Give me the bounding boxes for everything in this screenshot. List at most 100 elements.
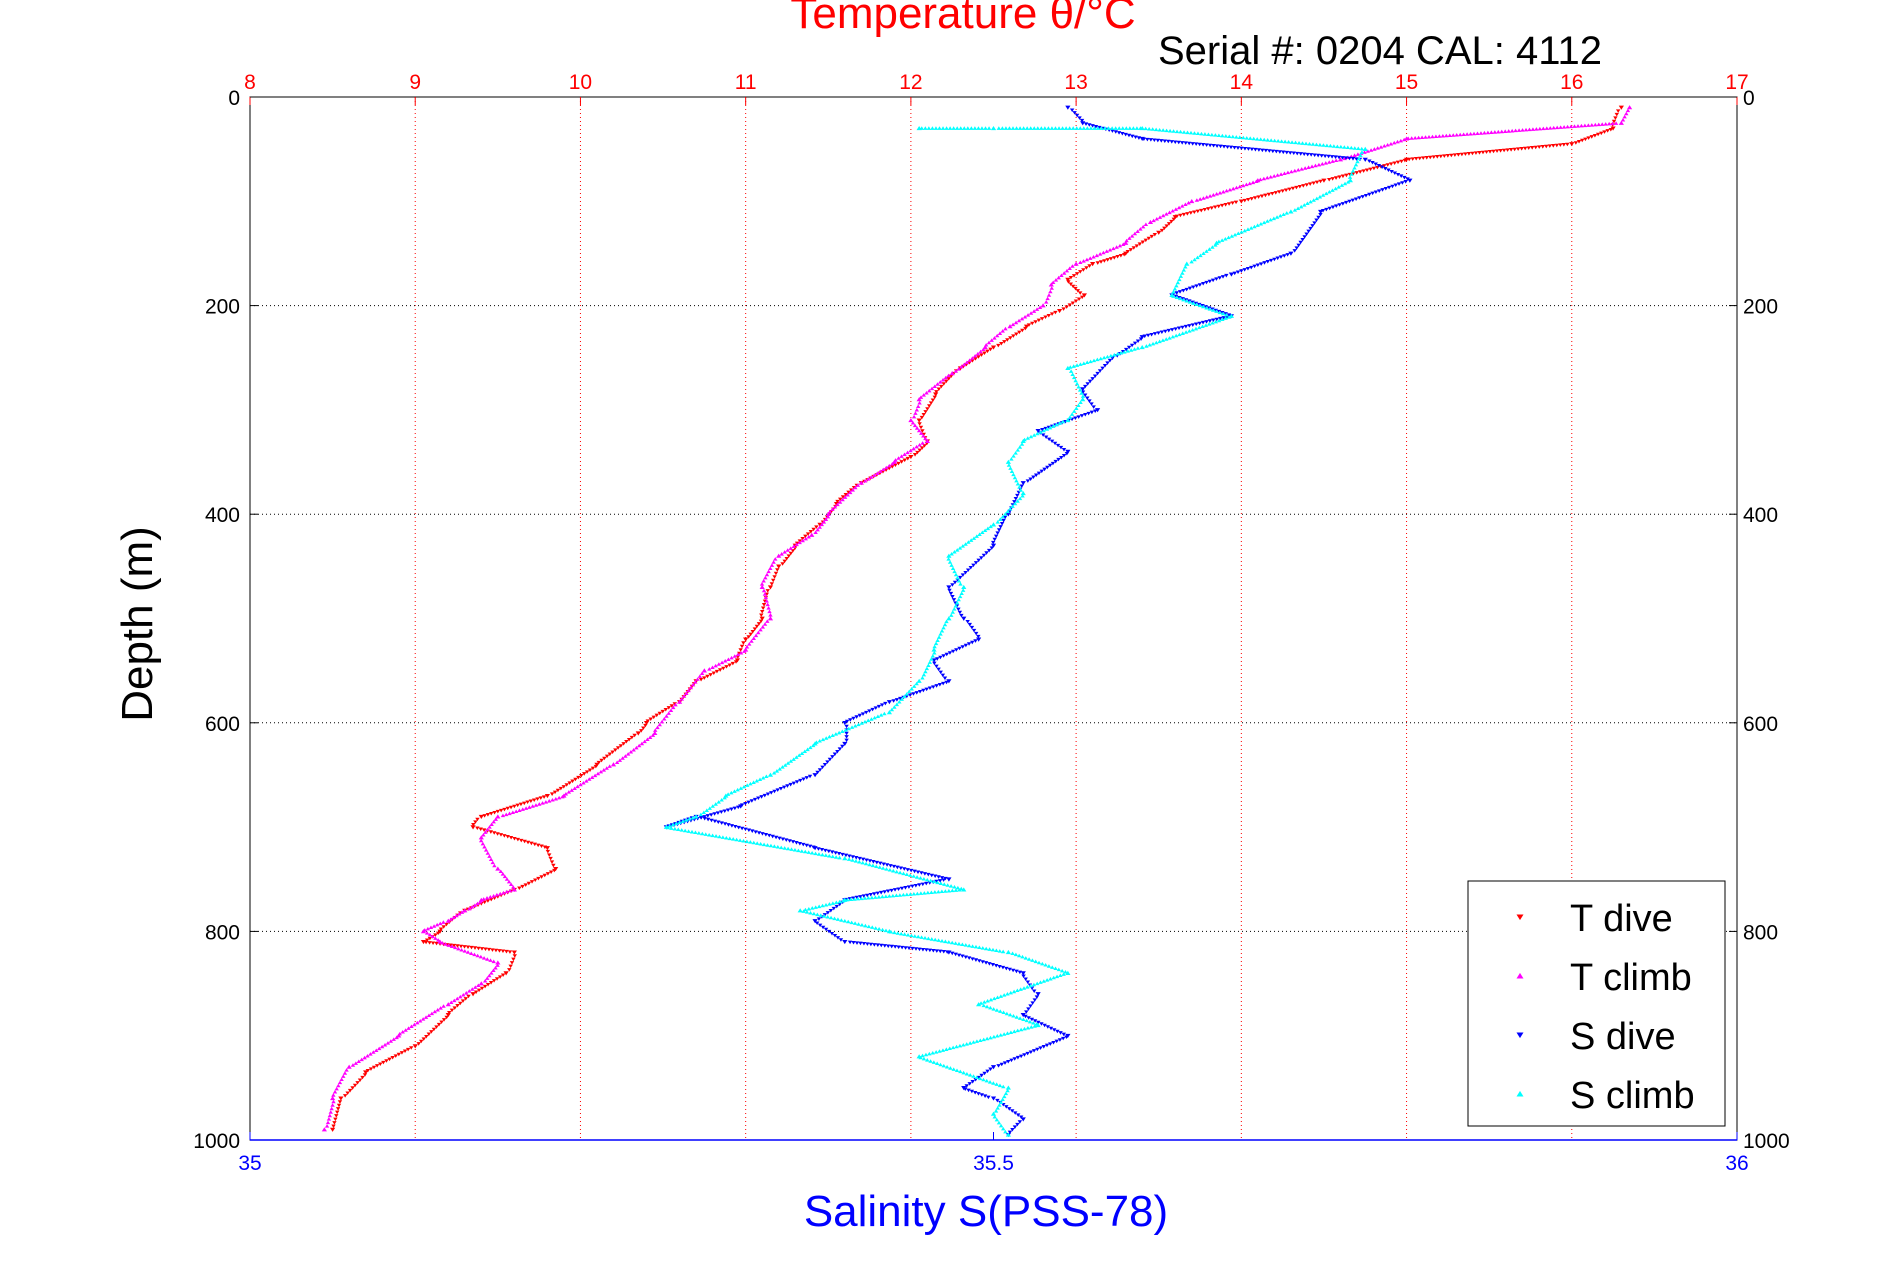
data-point-interp — [584, 779, 589, 783]
data-point-interp — [864, 710, 869, 715]
data-point-interp — [814, 525, 819, 529]
data-point-interp — [1092, 126, 1097, 130]
data-point-interp — [956, 607, 961, 612]
data-point-interp — [423, 940, 429, 945]
data-point-interp — [487, 973, 492, 978]
data-point-interp — [543, 800, 549, 804]
data-point-interp — [1167, 128, 1173, 133]
data-point-interp — [587, 768, 593, 773]
data-point-interp — [517, 886, 522, 891]
data-point-interp — [1060, 126, 1065, 130]
data-point-interp — [977, 1076, 983, 1081]
data-point-interp — [956, 597, 961, 602]
data-point-interp — [683, 818, 689, 822]
data-point-interp — [623, 754, 628, 758]
data-point-interp — [761, 588, 767, 593]
data-point-interp — [856, 922, 861, 926]
data-point-interp — [1296, 140, 1302, 145]
data-point-interp — [762, 592, 768, 596]
data-point-interp — [807, 774, 813, 779]
data-point-interp — [1505, 148, 1510, 152]
data-point-interp — [985, 1069, 990, 1074]
data-point-interp — [1217, 310, 1222, 315]
data-point — [544, 846, 550, 851]
data-point-interp — [479, 986, 485, 991]
data-point-interp — [1063, 126, 1069, 130]
data-point-interp — [1106, 126, 1111, 130]
data-point — [1618, 105, 1624, 110]
data-point-interp — [918, 395, 924, 399]
data-point-interp — [1241, 135, 1246, 140]
data-point-interp — [1223, 134, 1229, 138]
data-point-interp — [555, 788, 561, 793]
data-point-interp — [1356, 146, 1361, 151]
data-point-interp — [806, 534, 811, 539]
data-point-interp — [725, 808, 731, 813]
data-point-interp — [847, 854, 852, 858]
data-point-interp — [657, 722, 662, 727]
data-point — [1288, 209, 1294, 214]
data-point-interp — [1298, 204, 1304, 209]
data-point-interp — [1396, 182, 1402, 186]
data-point-interp — [1094, 253, 1100, 258]
data-point-interp — [1251, 136, 1256, 141]
data-point — [1407, 178, 1413, 183]
data-point-interp — [1246, 198, 1251, 202]
data-point-interp — [1339, 183, 1345, 187]
data-point-interp — [335, 1110, 340, 1115]
data-point-interp — [748, 840, 753, 844]
data-point-interp — [659, 719, 665, 724]
data-point-interp — [939, 629, 945, 633]
data-point-interp — [1008, 466, 1013, 470]
data-point-interp — [628, 750, 634, 754]
data-point-interp — [1075, 289, 1081, 293]
data-point-interp — [853, 723, 858, 728]
data-point-interp — [1390, 184, 1395, 189]
data-point-interp — [1031, 989, 1037, 993]
data-point-interp — [687, 817, 692, 821]
data-point-interp — [1011, 1014, 1016, 1018]
data-point-interp — [992, 336, 997, 340]
data-point-interp — [332, 1121, 337, 1125]
data-point-interp — [996, 1064, 1001, 1068]
data-point-interp — [330, 1103, 335, 1107]
data-point-interp — [982, 1094, 988, 1098]
data-point-interp — [1177, 277, 1182, 282]
data-point — [916, 678, 922, 683]
data-point-interp — [548, 870, 554, 875]
data-point-interp — [1290, 186, 1296, 191]
data-point-interp — [1032, 1019, 1038, 1023]
data-point-interp — [891, 699, 896, 703]
data-point-interp — [880, 866, 886, 870]
data-point-interp — [970, 356, 975, 360]
data-point-interp — [1589, 123, 1595, 127]
data-point-interp — [1219, 203, 1225, 208]
data-point-interp — [488, 895, 493, 899]
data-point-interp — [1353, 197, 1359, 201]
data-point-interp — [697, 674, 703, 678]
data-point-interp — [1010, 968, 1016, 973]
data-point-interp — [764, 572, 770, 577]
data-point-interp — [1020, 493, 1025, 498]
data-point-interp — [552, 790, 558, 795]
data-point — [1347, 178, 1353, 183]
data-point-interp — [1132, 341, 1138, 346]
data-point-interp — [960, 544, 966, 548]
data-point-interp — [772, 575, 777, 579]
data-point-interp — [820, 852, 825, 857]
data-point-interp — [819, 522, 825, 527]
data-point-interp — [1293, 140, 1298, 145]
data-point-interp — [599, 758, 604, 763]
legend-label: T climb — [1570, 957, 1692, 999]
data-point-interp — [1308, 199, 1313, 204]
data-point-interp — [1018, 1115, 1024, 1120]
data-point-interp — [782, 559, 787, 564]
data-point — [908, 417, 914, 423]
data-point-interp — [441, 925, 446, 929]
data-point-interp — [976, 126, 981, 130]
data-point-interp — [1207, 143, 1213, 148]
data-point-interp — [1178, 129, 1183, 134]
data-point-interp — [853, 859, 859, 863]
data-point-interp — [1074, 113, 1080, 118]
data-point-interp — [799, 751, 805, 755]
